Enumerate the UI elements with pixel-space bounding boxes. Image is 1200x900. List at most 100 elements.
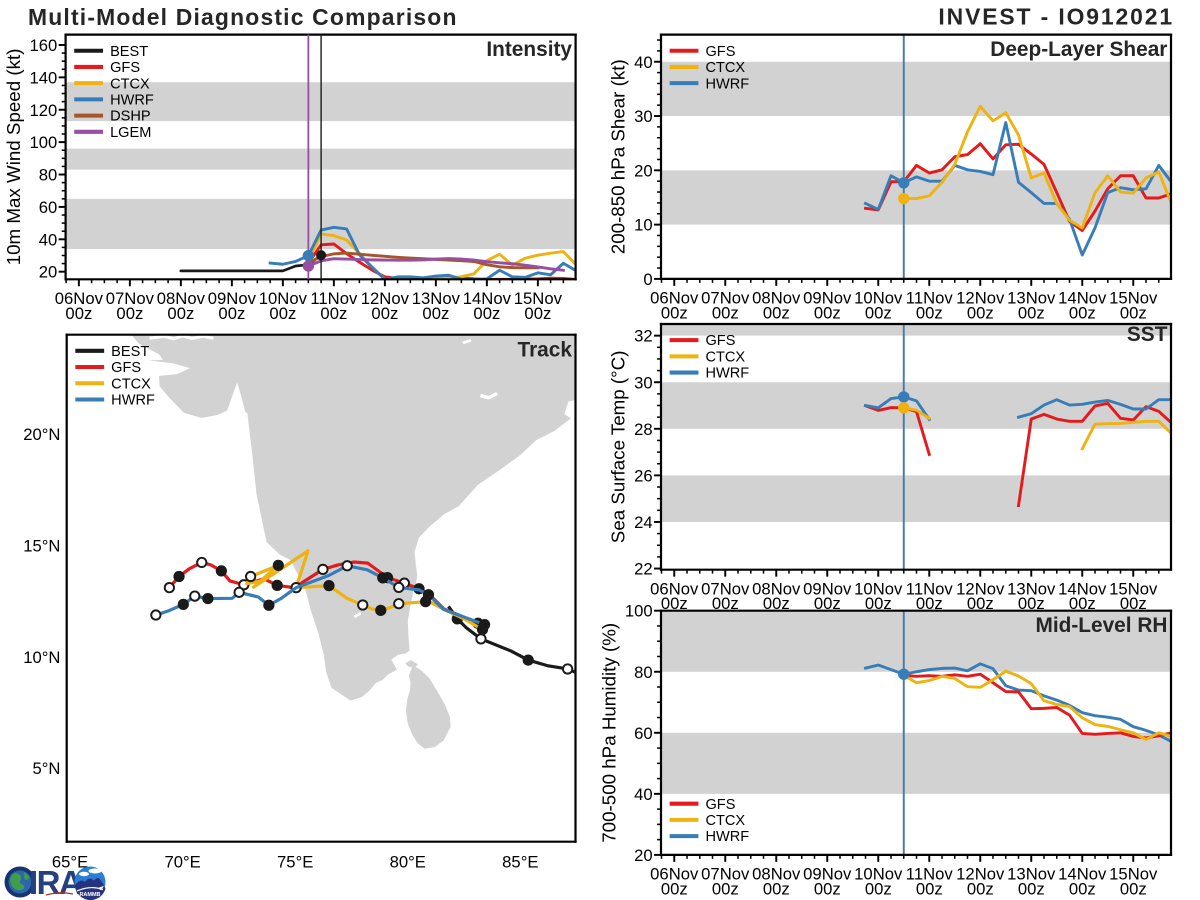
svg-text:09Nov: 09Nov: [803, 579, 852, 598]
svg-text:65°E: 65°E: [52, 853, 88, 872]
svg-text:5°N: 5°N: [32, 759, 60, 778]
svg-text:15Nov: 15Nov: [1109, 579, 1158, 598]
svg-text:80°E: 80°E: [390, 853, 426, 872]
svg-text:00z: 00z: [865, 594, 892, 613]
svg-text:RAMMB: RAMMB: [79, 892, 100, 898]
svg-text:00z: 00z: [661, 594, 688, 613]
svg-text:00z: 00z: [814, 879, 841, 898]
svg-text:14Nov: 14Nov: [1058, 288, 1107, 307]
svg-text:00z: 00z: [967, 303, 994, 322]
svg-text:08Nov: 08Nov: [752, 288, 801, 307]
svg-text:Mid-Level RH: Mid-Level RH: [1035, 614, 1167, 637]
svg-text:09Nov: 09Nov: [803, 288, 852, 307]
svg-text:80: 80: [39, 166, 58, 185]
svg-text:00z: 00z: [1120, 303, 1147, 322]
svg-text:00z: 00z: [65, 304, 92, 323]
svg-text:00z: 00z: [814, 594, 841, 613]
svg-text:00z: 00z: [661, 879, 688, 898]
svg-text:00z: 00z: [167, 304, 194, 323]
svg-text:00z: 00z: [1120, 879, 1147, 898]
svg-text:00z: 00z: [763, 594, 790, 613]
svg-text:11Nov: 11Nov: [906, 579, 954, 598]
svg-text:IRA: IRA: [29, 864, 82, 900]
svg-text:00z: 00z: [473, 304, 500, 323]
svg-text:00z: 00z: [116, 304, 143, 323]
svg-text:07Nov: 07Nov: [106, 289, 155, 308]
svg-text:Deep-Layer Shear: Deep-Layer Shear: [990, 38, 1167, 61]
svg-text:10: 10: [634, 216, 653, 235]
svg-text:HWRF: HWRF: [111, 393, 155, 409]
svg-text:20: 20: [39, 263, 58, 282]
svg-text:70°E: 70°E: [164, 853, 200, 872]
svg-text:00z: 00z: [218, 304, 245, 323]
svg-text:60: 60: [39, 198, 58, 217]
svg-text:15Nov: 15Nov: [1109, 864, 1158, 883]
svg-text:14Nov: 14Nov: [1058, 579, 1107, 598]
svg-text:13Nov: 13Nov: [1007, 288, 1056, 307]
svg-text:20°N: 20°N: [23, 425, 60, 444]
svg-text:15Nov: 15Nov: [1109, 288, 1158, 307]
svg-text:CTCX: CTCX: [110, 76, 150, 92]
svg-text:20: 20: [634, 846, 653, 865]
svg-text:Sea Surface Temp (°C): Sea Surface Temp (°C): [608, 351, 629, 544]
svg-text:0: 0: [643, 270, 652, 289]
svg-text:00z: 00z: [1069, 303, 1096, 322]
svg-text:14Nov: 14Nov: [1058, 864, 1107, 883]
svg-text:00z: 00z: [967, 594, 994, 613]
svg-text:00z: 00z: [1018, 594, 1045, 613]
svg-text:13Nov: 13Nov: [1007, 864, 1056, 883]
svg-text:GFS: GFS: [705, 797, 735, 813]
svg-text:120: 120: [29, 101, 57, 120]
svg-text:08Nov: 08Nov: [752, 864, 801, 883]
svg-text:DSHP: DSHP: [110, 109, 151, 125]
svg-text:HWRF: HWRF: [705, 76, 749, 92]
svg-text:85°E: 85°E: [502, 853, 538, 872]
svg-text:30: 30: [634, 373, 653, 392]
svg-text:00z: 00z: [1120, 594, 1147, 613]
svg-text:00z: 00z: [524, 304, 551, 323]
svg-text:13Nov: 13Nov: [412, 289, 461, 308]
svg-text:09Nov: 09Nov: [803, 864, 852, 883]
svg-text:28: 28: [634, 420, 653, 439]
svg-text:00z: 00z: [763, 879, 790, 898]
svg-text:06Nov: 06Nov: [650, 579, 699, 598]
svg-text:HWRF: HWRF: [705, 829, 749, 845]
svg-text:200-850 hPa Shear (kt): 200-850 hPa Shear (kt): [608, 59, 629, 254]
svg-text:10Nov: 10Nov: [854, 288, 903, 307]
svg-text:00z: 00z: [712, 879, 739, 898]
svg-text:HWRF: HWRF: [110, 92, 154, 108]
svg-text:CTCX: CTCX: [705, 813, 745, 829]
svg-text:13Nov: 13Nov: [1007, 579, 1056, 598]
svg-text:12Nov: 12Nov: [956, 579, 1005, 598]
svg-text:10°N: 10°N: [23, 648, 60, 667]
svg-text:11Nov: 11Nov: [906, 864, 954, 883]
svg-text:20: 20: [634, 161, 653, 180]
svg-text:11Nov: 11Nov: [906, 288, 954, 307]
svg-text:07Nov: 07Nov: [701, 579, 750, 598]
svg-text:GFS: GFS: [705, 44, 735, 60]
svg-text:HWRF: HWRF: [705, 366, 749, 382]
svg-text:BEST: BEST: [111, 344, 149, 360]
svg-text:12Nov: 12Nov: [956, 864, 1005, 883]
svg-text:00z: 00z: [712, 594, 739, 613]
svg-text:160: 160: [29, 36, 57, 55]
svg-text:00z: 00z: [865, 303, 892, 322]
svg-text:140: 140: [29, 68, 57, 87]
svg-text:40: 40: [634, 785, 653, 804]
svg-text:00z: 00z: [661, 303, 688, 322]
svg-text:700-500 hPa Humidity (%): 700-500 hPa Humidity (%): [598, 623, 619, 843]
svg-text:00z: 00z: [1018, 879, 1045, 898]
svg-text:00z: 00z: [967, 879, 994, 898]
svg-text:00z: 00z: [269, 304, 296, 323]
svg-text:CTCX: CTCX: [111, 376, 151, 392]
svg-text:CTCX: CTCX: [705, 60, 745, 76]
svg-text:00z: 00z: [422, 304, 449, 323]
svg-text:GFS: GFS: [111, 360, 141, 376]
svg-text:00z: 00z: [763, 303, 790, 322]
svg-text:10m Max Wind Speed (kt): 10m Max Wind Speed (kt): [3, 49, 24, 266]
svg-text:10Nov: 10Nov: [259, 289, 308, 308]
svg-text:08Nov: 08Nov: [752, 579, 801, 598]
svg-text:00z: 00z: [1069, 594, 1096, 613]
svg-text:00z: 00z: [865, 879, 892, 898]
svg-text:00z: 00z: [916, 879, 943, 898]
